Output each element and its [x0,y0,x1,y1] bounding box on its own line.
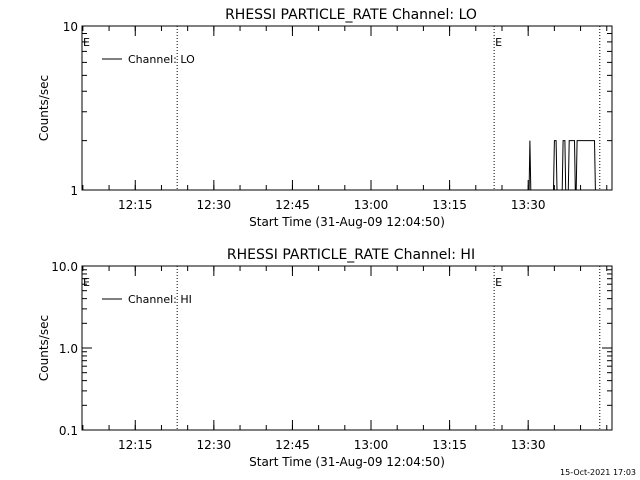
y-tick-label: 0.1 [59,424,78,438]
y-tick-label: 1.0 [59,342,78,356]
x-axis-label: Start Time (31-Aug-09 12:04:50) [249,215,445,229]
y-tick-label: 10 [63,20,78,34]
lo-channel-plot: RHESSI PARTICLE_RATE Channel: LO 1 10 12:15… [37,7,613,229]
marker-label: E [83,36,90,49]
y-axis-label: Counts/sec [37,315,51,381]
marker-label: E [495,36,502,49]
chart-title: RHESSI PARTICLE_RATE Channel: HI [227,247,475,263]
legend-label: Channel: HI [128,293,192,306]
x-tick-label: 13:30 [511,198,546,212]
hi-channel-plot: RHESSI PARTICLE_RATE Channel: HI 0.1 1.0 10… [37,247,613,469]
x-tick-label: 12:45 [275,438,310,452]
chart-title: RHESSI PARTICLE_RATE Channel: LO [225,7,477,23]
x-tick-label: 13:15 [432,198,467,212]
plot-frame [81,265,613,431]
marker-label: E [83,276,90,289]
marker-label: E [495,276,502,289]
x-tick-label: 13:30 [511,438,546,452]
y-axis-label: Counts/sec [37,75,51,141]
x-axis-label: Start Time (31-Aug-09 12:04:50) [249,455,445,469]
legend-label: Channel: LO [128,53,195,66]
x-tick-label: 13:15 [432,438,467,452]
plot-frame [81,25,613,191]
x-tick-label: 13:00 [354,438,389,452]
series-line [528,140,596,191]
footer-timestamp: 15-Oct-2021 17:03 [560,468,636,477]
x-tick-label: 12:30 [197,198,232,212]
x-tick-label: 12:15 [118,198,153,212]
x-tick-label: 12:45 [275,198,310,212]
y-tick-label: 10.0 [51,260,78,274]
x-tick-label: 13:00 [354,198,389,212]
x-tick-label: 12:15 [118,438,153,452]
x-tick-label: 12:30 [197,438,232,452]
y-tick-label: 1 [70,184,78,198]
